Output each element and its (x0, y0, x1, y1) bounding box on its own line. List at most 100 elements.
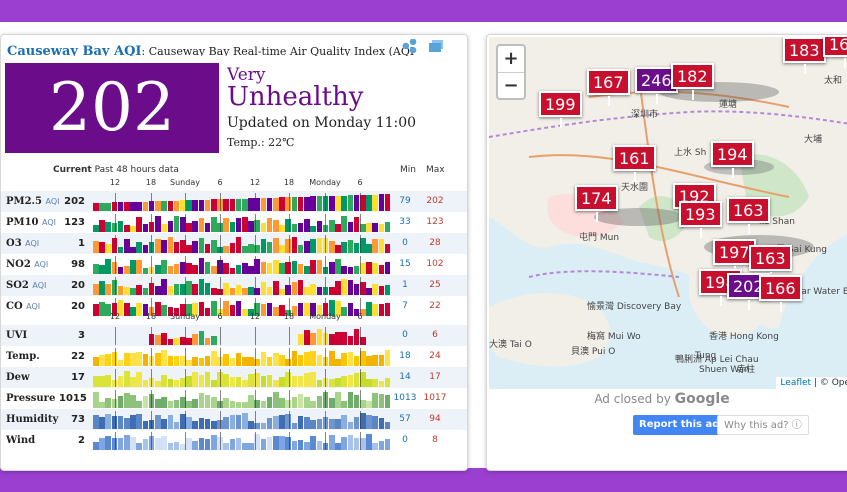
history-bar (378, 441, 385, 450)
station-marker[interactable]: 163 (749, 245, 792, 282)
time-gridline (325, 277, 326, 295)
row-name: Dew (6, 372, 30, 383)
history-bar (304, 241, 310, 253)
station-marker[interactable]: 183 (783, 37, 826, 74)
history-bars (93, 348, 391, 366)
row-max: 94 (429, 414, 441, 424)
map-place-label: 西貢 Sai Kung (767, 245, 828, 255)
windows-icon[interactable] (427, 39, 443, 53)
leaflet-link[interactable]: Leaflet (780, 378, 812, 388)
history-bar (161, 375, 167, 387)
history-bar (130, 307, 136, 316)
history-bar (310, 401, 316, 408)
zoom-out-button[interactable]: − (498, 72, 524, 98)
station-marker[interactable]: 199 (539, 91, 582, 128)
row-min: 0 (402, 330, 408, 340)
time-gridline (151, 256, 152, 274)
history-bar (254, 399, 260, 408)
history-bar (304, 265, 310, 274)
history-bar (279, 305, 285, 316)
history-bar (117, 300, 124, 316)
zoom-in-button[interactable]: + (503, 48, 519, 69)
aqi-map[interactable]: 深圳市 蓮塘 太和 上水 Sh 大埔 天水圍 屯門 Mun ke Shan 西貢 Sai Kun… (489, 37, 847, 389)
history-bar (304, 286, 310, 295)
history-bar (223, 263, 229, 274)
station-marker[interactable]: 182 (671, 63, 714, 100)
history-bar (353, 356, 360, 366)
history-bar (142, 395, 149, 408)
history-bar (204, 282, 211, 295)
history-bar (186, 200, 192, 211)
history-bar (359, 224, 366, 232)
station-marker[interactable]: 202 (727, 273, 770, 310)
history-bar (335, 418, 341, 429)
history-bar (235, 376, 242, 387)
history-bar (304, 351, 310, 366)
station-marker[interactable]: 193 (679, 201, 722, 238)
station-marker[interactable]: 167 (587, 69, 630, 106)
history-bar (198, 375, 205, 387)
history-bars (93, 256, 391, 274)
history-bar (366, 414, 372, 429)
history-bar (304, 396, 310, 408)
history-bar (359, 263, 366, 274)
history-bar (93, 284, 99, 295)
history-bar (347, 267, 354, 274)
time-gridline (360, 256, 361, 274)
history-bar (130, 353, 136, 366)
station-marker[interactable]: 168 (823, 37, 847, 68)
history-bar (124, 371, 130, 387)
history-bar (341, 306, 347, 316)
history-bar (254, 219, 260, 232)
history-bar (366, 378, 372, 387)
history-bars (93, 390, 391, 408)
history-bar (124, 202, 130, 211)
history-bar (353, 195, 360, 211)
report-ad-button[interactable]: Report this ad (633, 415, 726, 435)
station-marker[interactable]: 194 (711, 141, 754, 178)
history-bar (260, 239, 267, 253)
timeline-mid: 12 18 Sunday 6 12 18 Monday 6 (93, 312, 391, 322)
station-marker[interactable]: 163 (727, 197, 770, 234)
history-bar (248, 198, 254, 211)
history-bar (111, 261, 118, 274)
history-bar (372, 262, 378, 274)
time-gridline (151, 411, 152, 429)
history-bar (273, 220, 279, 232)
history-bar (105, 304, 111, 316)
history-bars (93, 411, 391, 429)
history-bar (136, 260, 143, 274)
station-marker[interactable]: 246 (635, 67, 678, 104)
history-bar (347, 195, 354, 211)
time-gridline (115, 193, 116, 211)
history-bar (341, 331, 347, 345)
history-bar (223, 245, 229, 253)
history-bar (279, 377, 285, 387)
history-bar (111, 415, 118, 429)
station-marker[interactable]: 161 (613, 145, 656, 182)
history-bar (198, 418, 205, 429)
history-bar (242, 309, 248, 316)
timeline-label: 12 (109, 178, 121, 187)
history-bar (347, 240, 354, 253)
station-marker[interactable]: 166 (759, 275, 802, 312)
history-bar (304, 219, 310, 232)
time-gridline (151, 193, 152, 211)
why-this-ad-button[interactable]: Why this ad? ⓘ (717, 415, 809, 435)
history-bar (93, 414, 99, 429)
history-bar (136, 400, 143, 408)
station-title[interactable]: Causeway Bay AQI (7, 44, 142, 56)
time-gridline (185, 432, 186, 450)
history-bar (372, 284, 378, 295)
history-bar (297, 303, 304, 316)
time-gridline (151, 277, 152, 295)
history-bar (161, 304, 167, 316)
history-bar (229, 304, 236, 316)
time-gridline (255, 327, 256, 345)
history-bar (285, 371, 292, 387)
station-marker[interactable]: 174 (575, 185, 618, 222)
history-bar (229, 243, 236, 253)
history-bar (210, 434, 217, 450)
history-bar (198, 392, 205, 408)
share-icon[interactable] (401, 39, 417, 53)
